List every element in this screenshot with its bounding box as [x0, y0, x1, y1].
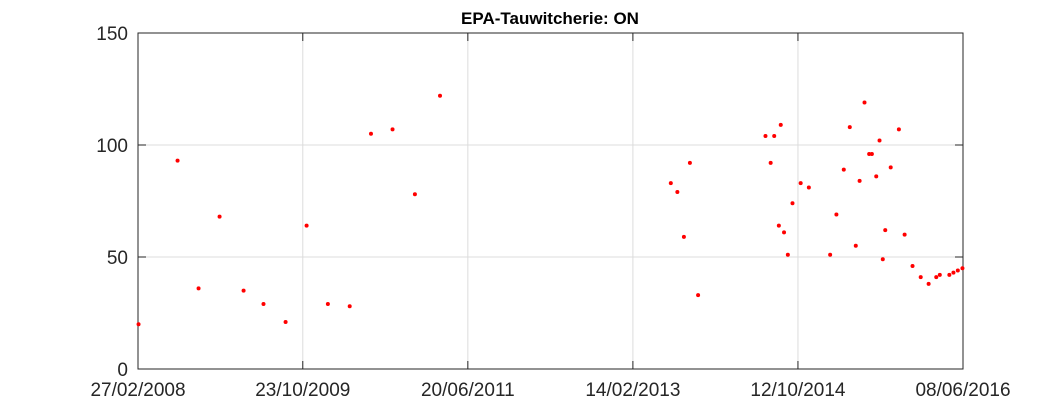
- data-point: [960, 266, 965, 271]
- y-tick-label: 50: [107, 248, 128, 269]
- data-point: [261, 302, 266, 307]
- data-point: [853, 243, 858, 248]
- data-point: [934, 275, 939, 280]
- x-tick-label: 08/06/2016: [915, 380, 1010, 401]
- data-point: [857, 178, 862, 183]
- data-point: [768, 160, 773, 165]
- data-point: [412, 192, 417, 197]
- data-point: [217, 214, 222, 219]
- data-point: [785, 252, 790, 257]
- data-point: [763, 134, 768, 139]
- data-point: [877, 138, 882, 143]
- data-point: [862, 100, 867, 105]
- data-point: [196, 286, 201, 291]
- chart-title: EPA-Tauwitcherie: ON: [461, 9, 639, 28]
- data-point: [834, 212, 839, 217]
- x-tick-label: 12/10/2014: [750, 380, 846, 401]
- data-point: [888, 165, 893, 170]
- data-point: [828, 252, 833, 257]
- data-point: [782, 230, 787, 235]
- data-point: [955, 268, 960, 273]
- data-point: [175, 158, 180, 163]
- data-point: [368, 131, 373, 136]
- data-point: [696, 293, 701, 298]
- data-point: [910, 263, 915, 268]
- y-tick-label: 0: [117, 360, 128, 381]
- y-tick-label: 100: [96, 136, 128, 157]
- data-point: [880, 257, 885, 262]
- data-point: [687, 160, 692, 165]
- data-point: [283, 319, 288, 324]
- x-tick-label: 23/10/2009: [255, 380, 350, 401]
- data-point: [136, 322, 141, 327]
- grid-lines: [137, 32, 964, 370]
- data-points: [136, 93, 965, 327]
- data-point: [681, 234, 686, 239]
- data-point: [438, 93, 443, 98]
- data-point: [951, 270, 956, 275]
- data-point: [883, 228, 888, 233]
- data-point: [347, 304, 352, 309]
- data-point: [869, 151, 874, 156]
- data-point: [926, 281, 931, 286]
- x-tick-label: 27/02/2008: [90, 380, 185, 401]
- data-point: [778, 122, 783, 127]
- data-point: [668, 181, 673, 186]
- data-point: [806, 185, 811, 190]
- data-point: [776, 223, 781, 228]
- data-point: [841, 167, 846, 172]
- x-tick-label: 14/02/2013: [585, 380, 680, 401]
- data-point: [325, 302, 330, 307]
- data-point: [874, 174, 879, 179]
- axis-ticks: 27/02/2008 23/10/2009 20/06/2011 14/02/2013…: [90, 24, 1010, 401]
- data-point: [902, 232, 907, 237]
- data-point: [918, 275, 923, 280]
- plot-area: [137, 32, 964, 370]
- data-point: [947, 272, 952, 277]
- data-point: [241, 288, 246, 293]
- data-point: [675, 190, 680, 195]
- data-point: [390, 127, 395, 132]
- data-point: [896, 127, 901, 132]
- y-tick-label: 150: [96, 24, 128, 45]
- data-point: [798, 181, 803, 186]
- data-point: [937, 272, 942, 277]
- data-point: [304, 223, 309, 228]
- x-tick-label: 20/06/2011: [421, 380, 515, 401]
- data-point: [847, 125, 852, 130]
- data-point: [772, 134, 777, 139]
- data-point: [790, 201, 795, 206]
